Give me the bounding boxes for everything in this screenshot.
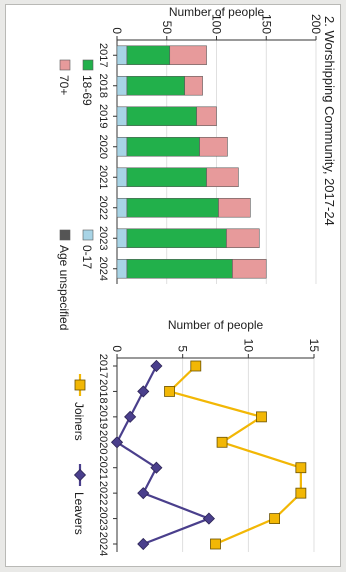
line-y-tick-label: 5	[176, 345, 190, 352]
bar-x-tick-label: 2017	[97, 43, 109, 67]
line-x-tick-label: 2019	[97, 405, 109, 429]
bar-legend-swatch	[59, 59, 71, 71]
bar-x-tick-label: 2021	[97, 165, 109, 189]
line-point-leavers	[137, 385, 150, 398]
line-point-joiners	[190, 360, 202, 372]
line-legend-label: Joiners	[72, 402, 86, 441]
line-y-tick-label: 0	[110, 345, 124, 352]
bar-x-tick-label: 2022	[97, 196, 109, 220]
bar-segment	[126, 75, 185, 96]
bar-segment	[126, 228, 227, 249]
bar-segment	[116, 167, 128, 188]
line-x-tick-label: 2020	[97, 430, 109, 454]
line-y-axis-label: Number of people	[168, 318, 264, 332]
line-point-leavers	[137, 487, 150, 500]
line-x-tick-label: 2024	[97, 532, 109, 556]
bar-x-tick-label: 2020	[97, 135, 109, 159]
bar-segment	[116, 45, 128, 66]
bar-legend-label: 18-69	[80, 75, 94, 106]
line-x-tick-label: 2017	[97, 354, 109, 378]
bar-segment	[116, 75, 128, 96]
line-point-leavers	[110, 436, 124, 449]
bar-segment	[184, 75, 203, 96]
bar-segment	[126, 197, 219, 218]
stacked-bar-chart: 0 50 100 150 200 Number of people 2017 2018 2019…	[57, 5, 323, 330]
bar-segment	[218, 197, 251, 218]
bar-legend-swatch	[59, 229, 71, 241]
line-point-leavers	[124, 410, 137, 423]
bar-legend-label: Age unspecified	[57, 245, 71, 330]
line-y-tick-label: 10	[241, 339, 255, 353]
bar-segment	[116, 228, 128, 249]
bar-legend-swatch	[82, 229, 94, 241]
bar-segment	[126, 167, 207, 188]
bar-legend-label: 0-17	[80, 245, 94, 269]
line-x-tick-label: 2021	[97, 455, 109, 479]
figure-title: 2. Worshipping Community, 2017-24	[322, 16, 337, 226]
bar-segment	[116, 136, 128, 157]
bar-y-axis-label: Number of people	[169, 5, 265, 19]
line-point-leavers	[137, 537, 150, 551]
bar-segment	[126, 136, 200, 157]
bar-segment	[126, 106, 197, 127]
bar-y-tick-label: 150	[259, 14, 273, 34]
bar-segment	[126, 258, 233, 279]
bar-segment	[169, 45, 207, 66]
bar-x-tick-label: 2018	[97, 74, 109, 98]
bar-y-tick-label: 100	[210, 14, 224, 34]
line-point-joiners	[295, 462, 307, 474]
bar-y-tick-label: 0	[110, 27, 124, 34]
bar-segment	[232, 258, 267, 279]
line-series-leavers	[115, 365, 212, 546]
bar-segment	[199, 136, 228, 157]
bar-segment	[116, 258, 128, 279]
line-x-tick-label: 2022	[97, 481, 109, 505]
bar-x-tick-label: 2024	[97, 257, 109, 281]
line-legend-marker	[73, 468, 87, 482]
line-legend-marker	[74, 379, 86, 391]
rotated-figure: 2. Worshipping Community, 2017-24 0 50 100…	[57, 5, 337, 556]
line-point-joiners	[256, 411, 267, 423]
line-point-joiners	[164, 386, 175, 397]
figure-canvas: 2. Worshipping Community, 2017-24 0 50 100…	[57, 5, 337, 556]
line-y-tick-label: 15	[307, 339, 321, 353]
figure-frame	[5, 4, 341, 567]
bar-segment	[126, 45, 171, 66]
bar-y-tick-label: 200	[309, 14, 323, 34]
bar-segment	[196, 106, 217, 127]
line-point-leavers	[202, 512, 215, 525]
bar-segment	[206, 167, 239, 188]
line-x-tick-label: 2023	[97, 506, 109, 530]
line-legend-label: Leavers	[72, 492, 86, 535]
line-series-joiners	[167, 365, 302, 546]
line-point-joiners	[216, 436, 228, 448]
bar-segment	[116, 106, 128, 127]
line-point-leavers	[150, 359, 163, 373]
line-point-leavers	[150, 461, 163, 474]
bar-legend-label: 70+	[57, 75, 71, 95]
line-point-joiners	[295, 487, 307, 499]
line-x-tick-label: 2018	[97, 379, 109, 403]
bar-x-tick-label: 2019	[97, 104, 109, 128]
bar-legend-swatch	[82, 59, 94, 71]
line-point-joiners	[210, 538, 221, 550]
bar-x-tick-label: 2023	[97, 226, 109, 250]
bar-segment	[116, 197, 128, 218]
bar-y-tick-label: 50	[160, 21, 174, 35]
bar-segment	[226, 228, 260, 249]
line-point-joiners	[269, 513, 280, 524]
